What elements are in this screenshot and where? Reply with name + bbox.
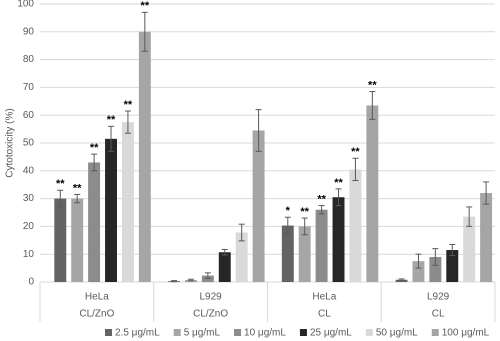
legend-label: 25 μg/mL (310, 328, 352, 339)
legend-swatch (105, 329, 112, 336)
legend-label: 100 μg/mL (442, 328, 490, 339)
significance-label: ** (334, 177, 343, 189)
x-group-label: CL/ZnO (79, 309, 114, 320)
significance-label: * (286, 205, 291, 217)
significance-label: ** (141, 0, 150, 12)
x-group-label: CL (432, 309, 445, 320)
bar (298, 226, 311, 282)
x-group-label: CL (318, 309, 331, 320)
bar (315, 209, 328, 282)
significance-label: ** (90, 142, 99, 154)
bar (235, 232, 248, 282)
significance-label: ** (73, 182, 82, 194)
bar (412, 261, 425, 282)
bar (480, 193, 493, 282)
significance-label: ** (300, 206, 309, 218)
bar (121, 122, 134, 283)
bar (349, 169, 362, 282)
y-tick-label: 60 (23, 110, 35, 121)
y-tick-label: 80 (23, 54, 35, 65)
bar (88, 162, 101, 282)
legend-label: 50 μg/mL (376, 328, 418, 339)
legend-swatch (365, 329, 373, 336)
y-tick-label: 20 (23, 221, 35, 232)
y-axis-title: Cytotoxicity (%) (5, 108, 16, 177)
y-tick-label: 50 (23, 138, 35, 149)
bar (332, 197, 345, 282)
significance-label: ** (56, 178, 65, 190)
bar (105, 138, 117, 282)
legend-label: 2.5 μg/mL (115, 328, 160, 339)
x-tick-label: HeLa (312, 292, 336, 303)
legend-label: 5 μg/mL (184, 328, 221, 339)
legend-label: 10 μg/mL (244, 328, 286, 339)
y-tick-label: 0 (28, 277, 34, 288)
bar (218, 252, 231, 282)
y-tick-label: 90 (23, 26, 35, 37)
x-tick-label: L929 (200, 292, 223, 303)
significance-label: ** (368, 79, 377, 91)
y-tick-label: 100 (17, 0, 34, 10)
bar (366, 105, 379, 282)
x-tick-label: L929 (427, 292, 450, 303)
y-tick-label: 40 (23, 165, 35, 176)
significance-label: ** (124, 99, 133, 111)
significance-label: ** (317, 193, 326, 205)
bar (429, 256, 442, 282)
y-tick-label: 10 (23, 249, 35, 260)
bar (446, 250, 459, 282)
significance-label: ** (107, 114, 116, 126)
x-tick-label: HeLa (85, 292, 109, 303)
bar (281, 225, 294, 282)
legend-swatch (173, 329, 181, 336)
bar (463, 216, 476, 282)
legend-swatch (299, 329, 307, 336)
bar (71, 198, 84, 282)
bar (138, 31, 151, 282)
bar (54, 198, 67, 282)
y-tick-label: 30 (23, 193, 35, 204)
y-tick-label: 70 (23, 82, 35, 93)
bar (252, 130, 265, 282)
legend-swatch (431, 329, 439, 336)
x-group-label: CL/ZnO (193, 309, 228, 320)
significance-label: ** (351, 146, 360, 158)
legend-swatch (234, 329, 242, 336)
